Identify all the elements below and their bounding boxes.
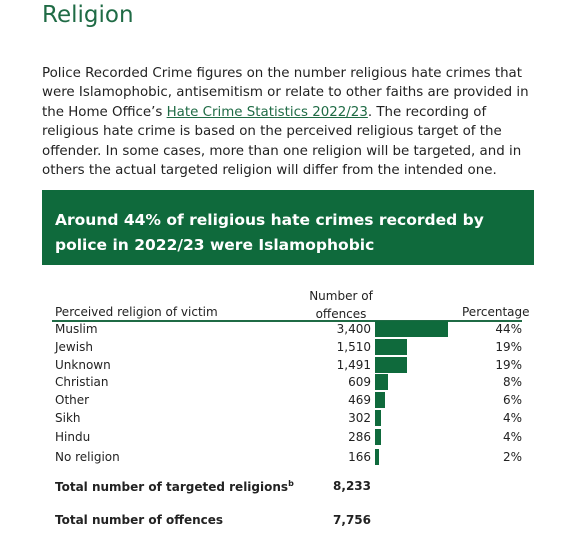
column-header: Number of offences xyxy=(309,289,373,321)
callout-box: Around 44% of religious hate crimes reco… xyxy=(42,190,534,265)
percentage: 8% xyxy=(502,375,522,389)
bar xyxy=(375,374,389,390)
percentage: 2% xyxy=(502,450,522,464)
intro: Police Recorded Crime figures on the num… xyxy=(42,64,542,180)
religion: Other xyxy=(55,393,90,407)
offences: 3,400 xyxy=(336,322,371,336)
offences: 469 xyxy=(348,393,371,407)
percentage: 6% xyxy=(502,393,522,407)
percentage: 4% xyxy=(502,411,522,425)
bar xyxy=(375,429,382,445)
column-header: Percentage xyxy=(462,305,530,319)
religion: Sikh xyxy=(55,411,81,425)
link[interactable]: Hate Crime Statistics 2022/23 xyxy=(166,104,368,120)
religion: Jewish xyxy=(55,340,93,354)
bar xyxy=(375,321,448,337)
percentage: 4% xyxy=(502,430,522,444)
offences: 1,510 xyxy=(336,340,371,354)
title: Religion xyxy=(42,2,134,28)
religion: Unknown xyxy=(55,358,111,372)
total-label: Total number of offences xyxy=(55,513,224,527)
bar xyxy=(375,392,386,408)
rule xyxy=(52,320,522,322)
offences: 286 xyxy=(348,430,371,444)
offences: 609 xyxy=(348,375,371,389)
intro-text: Police Recorded Crime figures on the num… xyxy=(42,66,529,120)
column-header: Perceived religion of victim xyxy=(55,305,218,319)
percentage: 19% xyxy=(495,340,522,354)
offences: 302 xyxy=(348,411,371,425)
bar xyxy=(375,339,408,355)
bar xyxy=(375,449,379,465)
intro-text: . The recording of religious hate crime … xyxy=(42,104,522,179)
bar xyxy=(375,410,382,426)
religion: Hindu xyxy=(55,430,91,444)
percentage: 19% xyxy=(495,358,522,372)
total-value: 7,756 xyxy=(333,513,371,527)
religion: Christian xyxy=(55,375,109,389)
religion: Muslim xyxy=(55,322,98,336)
offences: 1,491 xyxy=(336,358,371,372)
offences: 166 xyxy=(348,450,371,464)
percentage: 44% xyxy=(495,322,522,336)
bar xyxy=(375,357,407,373)
total-label: Total number of targeted religionsb xyxy=(55,479,294,494)
total-value: 8,233 xyxy=(333,479,371,493)
footnote-marker: b xyxy=(288,479,294,488)
religion: No religion xyxy=(55,450,120,464)
callout-text: Around 44% of religious hate crimes reco… xyxy=(55,211,484,254)
